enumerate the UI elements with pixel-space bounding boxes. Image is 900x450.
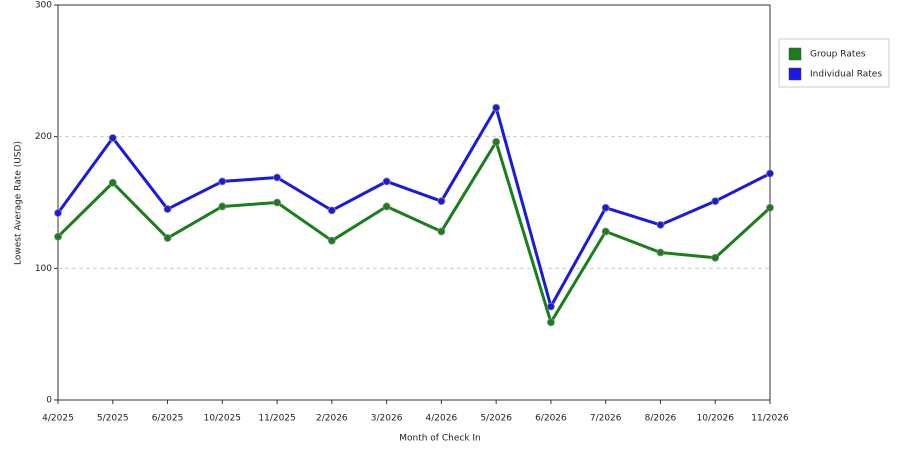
data-point	[273, 173, 281, 182]
series-line	[56, 140, 772, 324]
data-point	[711, 253, 720, 262]
plot-frame	[57, 4, 771, 401]
y-axis-label: Lowest Average Rate (USD)	[14, 141, 24, 265]
data-point	[656, 220, 665, 229]
legend-swatch	[788, 67, 802, 81]
x-tick-label: 6/2025	[152, 414, 184, 424]
x-tick-label: 4/2025	[42, 414, 74, 424]
legend-label: Individual Rates	[810, 70, 882, 80]
data-point	[382, 177, 391, 186]
data-point	[437, 197, 446, 206]
series-line	[56, 106, 771, 309]
x-tick-label: 10/2025	[204, 414, 241, 424]
y-tick-label: 200	[35, 132, 52, 142]
data-point	[711, 197, 720, 206]
x-tick-label: 8/2026	[645, 414, 677, 424]
data-point	[327, 236, 336, 245]
legend-label: Group Rates	[810, 50, 866, 60]
data-point	[54, 232, 62, 241]
x-tick-label: 10/2026	[697, 414, 735, 424]
data-point	[273, 198, 281, 207]
data-point	[382, 202, 391, 211]
data-point	[601, 227, 610, 236]
x-tick-label: 2/2026	[316, 414, 348, 424]
legend-swatch	[788, 47, 802, 61]
data-point	[547, 318, 555, 327]
data-point	[108, 134, 117, 142]
x-tick-label: 4/2026	[426, 414, 458, 424]
y-tick-label: 100	[35, 264, 52, 274]
data-point	[656, 248, 665, 257]
x-tick-label: 6/2026	[535, 414, 567, 424]
data-point	[163, 205, 172, 213]
data-point	[601, 203, 610, 212]
data-point	[218, 202, 227, 211]
x-axis-label: Month of Check In	[399, 434, 481, 444]
x-tick-label: 5/2025	[97, 414, 129, 424]
x-tick-label: 7/2026	[590, 414, 622, 424]
data-point	[766, 203, 774, 212]
data-point	[547, 302, 555, 311]
data-point	[163, 234, 172, 242]
x-tick-label: 5/2026	[480, 414, 512, 424]
data-point	[492, 138, 501, 146]
data-point	[108, 178, 117, 187]
x-tick-label: 3/2026	[371, 414, 403, 424]
y-tick-label: 0	[46, 396, 52, 406]
data-point	[54, 209, 62, 217]
x-tick-label: 11/2025	[258, 414, 295, 424]
data-point	[437, 227, 446, 236]
data-point	[218, 177, 227, 186]
data-point	[492, 103, 501, 112]
y-tick-label: 300	[35, 1, 52, 11]
data-point	[766, 169, 774, 178]
data-point	[327, 206, 336, 215]
x-tick-label: 11/2026	[751, 414, 789, 424]
